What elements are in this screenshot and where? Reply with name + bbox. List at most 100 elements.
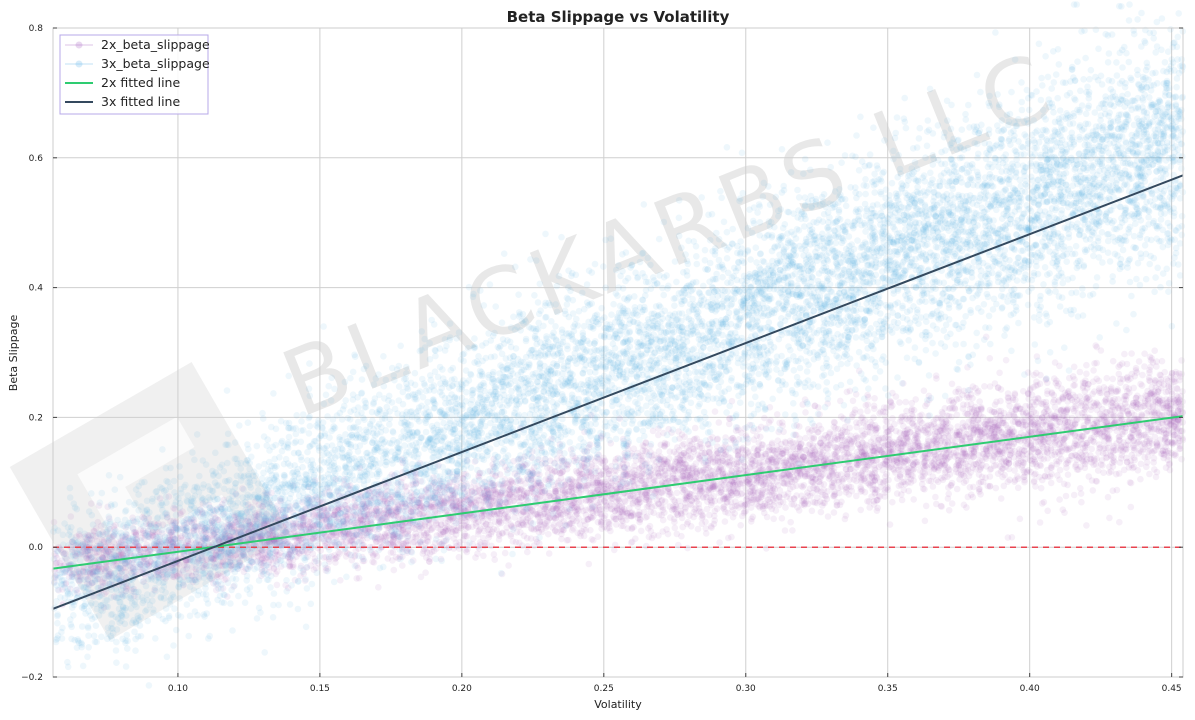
data-point-2x bbox=[517, 486, 525, 494]
data-point-2x bbox=[1093, 399, 1100, 407]
data-point-2x bbox=[1032, 445, 1040, 452]
data-point-2x bbox=[937, 414, 945, 422]
data-point-2x bbox=[696, 486, 704, 493]
data-point-2x bbox=[162, 566, 169, 573]
data-point-2x bbox=[749, 427, 757, 435]
data-point-2x bbox=[860, 419, 867, 426]
data-point-2x bbox=[607, 527, 614, 535]
data-point-2x bbox=[898, 496, 906, 504]
data-point-2x bbox=[1024, 390, 1032, 398]
data-point-2x bbox=[678, 459, 686, 467]
data-point-2x bbox=[1053, 421, 1060, 429]
data-point-2x bbox=[761, 414, 768, 422]
data-point-2x bbox=[334, 506, 342, 514]
data-point-2x bbox=[277, 497, 285, 505]
data-point-2x bbox=[1073, 442, 1080, 449]
data-point-2x bbox=[934, 441, 942, 449]
data-point-2x bbox=[608, 475, 615, 482]
data-point-2x bbox=[684, 493, 691, 500]
data-point-2x bbox=[692, 484, 699, 491]
data-point-2x bbox=[105, 515, 113, 522]
data-point-2x bbox=[707, 484, 714, 491]
data-point-2x bbox=[1033, 419, 1040, 427]
data-point-2x bbox=[1173, 396, 1181, 404]
data-point-2x bbox=[902, 398, 909, 406]
data-point-2x bbox=[447, 496, 455, 504]
data-point-2x bbox=[155, 528, 162, 536]
data-point-2x bbox=[690, 513, 697, 521]
data-point-2x bbox=[524, 548, 531, 556]
data-point-2x bbox=[538, 460, 546, 467]
data-point-2x bbox=[475, 497, 483, 504]
data-point-2x bbox=[887, 399, 895, 407]
data-point-2x bbox=[892, 469, 899, 476]
data-point-2x bbox=[932, 372, 940, 380]
data-point-2x bbox=[143, 520, 150, 527]
data-point-2x bbox=[74, 589, 81, 596]
data-point-2x bbox=[1044, 455, 1051, 462]
data-point-2x bbox=[735, 459, 743, 466]
data-point-2x bbox=[1150, 459, 1157, 466]
data-point-2x bbox=[750, 436, 758, 444]
data-point-2x bbox=[694, 525, 702, 533]
data-point-2x bbox=[315, 518, 322, 526]
data-point-2x bbox=[180, 521, 188, 529]
data-point-2x bbox=[539, 528, 546, 536]
data-point-2x bbox=[228, 552, 235, 559]
data-point-2x bbox=[594, 499, 601, 507]
data-point-2x bbox=[101, 590, 108, 598]
data-point-2x bbox=[914, 461, 921, 469]
data-point-2x bbox=[708, 524, 715, 531]
data-point-2x bbox=[389, 523, 397, 530]
data-point-2x bbox=[992, 433, 999, 441]
data-point-2x bbox=[692, 487, 699, 495]
data-point-2x bbox=[1126, 479, 1134, 486]
data-point-2x bbox=[536, 479, 544, 487]
data-point-2x bbox=[520, 521, 527, 528]
data-point-2x bbox=[1051, 415, 1059, 422]
data-point-2x bbox=[350, 519, 358, 527]
data-point-2x bbox=[588, 461, 595, 468]
data-point-2x bbox=[765, 474, 772, 481]
data-point-2x bbox=[614, 495, 621, 502]
data-point-2x bbox=[991, 380, 999, 387]
data-point-2x bbox=[1165, 427, 1172, 434]
data-point-2x bbox=[1074, 453, 1081, 460]
data-point-2x bbox=[864, 479, 871, 487]
data-point-2x bbox=[558, 506, 566, 514]
data-point-2x bbox=[596, 472, 603, 480]
data-point-2x bbox=[889, 498, 896, 506]
data-point-2x bbox=[737, 522, 744, 529]
data-point-2x bbox=[871, 444, 879, 452]
data-point-2x bbox=[1134, 467, 1142, 474]
data-point-2x bbox=[1000, 482, 1008, 490]
data-point-2x bbox=[997, 495, 1005, 502]
data-point-2x bbox=[306, 523, 313, 530]
data-point-2x bbox=[704, 473, 712, 480]
data-point-2x bbox=[350, 534, 358, 541]
data-point-2x bbox=[871, 395, 878, 402]
data-point-2x bbox=[382, 530, 389, 538]
data-point-2x bbox=[213, 552, 220, 559]
data-point-2x bbox=[488, 528, 496, 535]
data-point-2x bbox=[214, 516, 222, 524]
data-point-2x bbox=[957, 457, 965, 465]
data-point-2x bbox=[555, 521, 562, 528]
data-point-2x bbox=[736, 480, 744, 487]
data-point-2x bbox=[502, 499, 509, 506]
data-point-2x bbox=[395, 525, 403, 533]
data-point-2x bbox=[526, 504, 533, 512]
data-point-2x bbox=[982, 455, 990, 463]
data-point-2x bbox=[725, 453, 732, 461]
data-point-2x bbox=[1138, 448, 1145, 456]
data-point-2x bbox=[169, 541, 177, 548]
data-point-2x bbox=[436, 495, 444, 503]
data-point-2x bbox=[1081, 464, 1089, 472]
data-point-2x bbox=[461, 488, 469, 496]
data-point-2x bbox=[815, 478, 823, 486]
data-point-2x bbox=[717, 488, 724, 496]
data-point-2x bbox=[1174, 385, 1181, 393]
data-point-2x bbox=[1122, 392, 1129, 400]
data-point-2x bbox=[620, 468, 627, 476]
data-point-2x bbox=[1042, 376, 1050, 384]
